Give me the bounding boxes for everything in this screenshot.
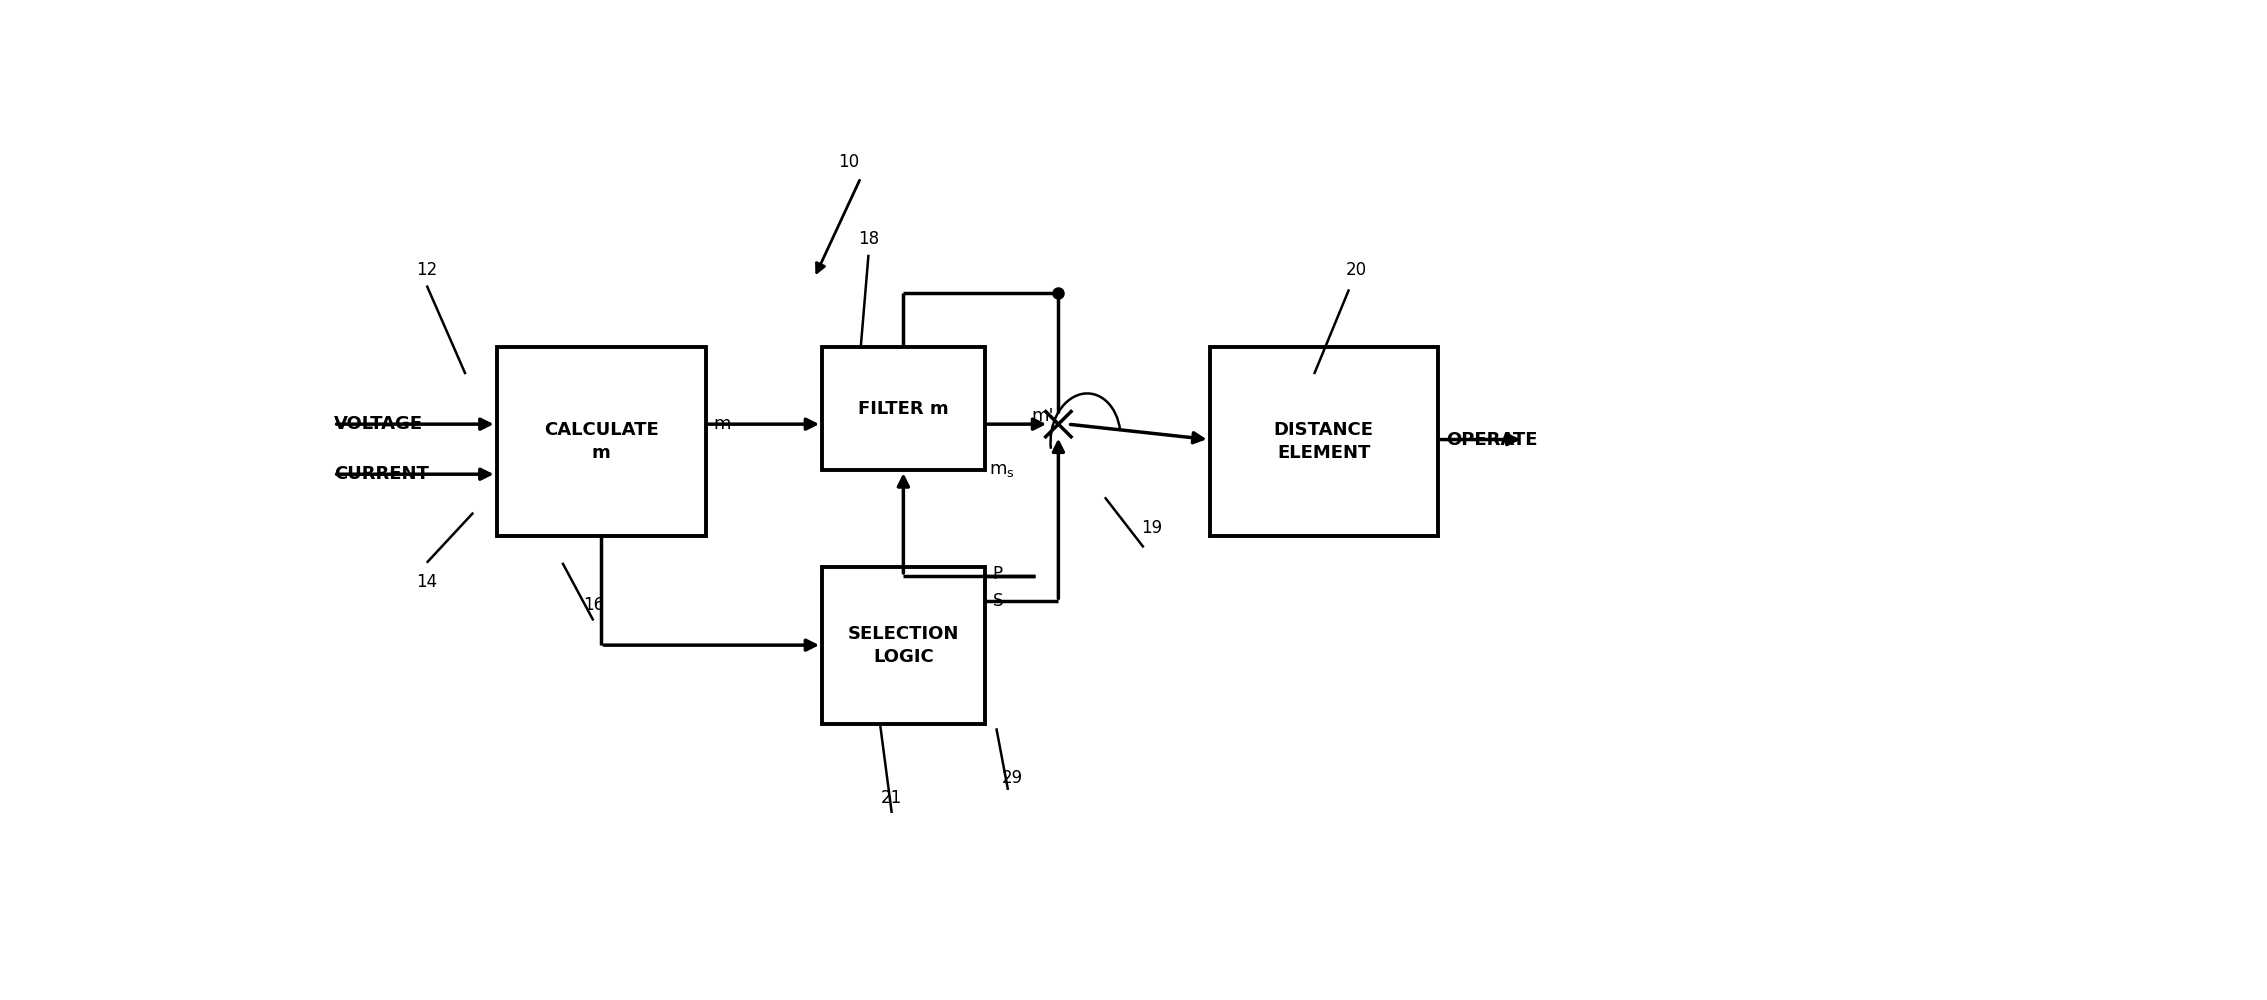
Bar [823, 347, 984, 470]
Text: 20: 20 [1347, 261, 1367, 279]
Text: 12: 12 [417, 261, 438, 279]
Text: 29: 29 [1002, 769, 1022, 787]
Text: m$_\mathregular{s}$: m$_\mathregular{s}$ [988, 461, 1013, 479]
Text: P: P [993, 565, 1002, 583]
Text: DISTANCE
ELEMENT: DISTANCE ELEMENT [1274, 421, 1374, 462]
Text: 21: 21 [882, 789, 902, 807]
Text: 10: 10 [839, 153, 859, 171]
Text: VOLTAGE: VOLTAGE [333, 415, 424, 433]
Bar [823, 567, 984, 724]
Text: SELECTION
LOGIC: SELECTION LOGIC [848, 625, 959, 666]
Text: FILTER m: FILTER m [859, 400, 948, 418]
Text: 16: 16 [583, 596, 603, 614]
Text: m': m' [1031, 407, 1054, 425]
Text: CALCULATE
m: CALCULATE m [544, 421, 657, 462]
Text: 19: 19 [1140, 519, 1163, 537]
Text: CURRENT: CURRENT [333, 465, 428, 483]
Bar [496, 347, 705, 536]
Text: 14: 14 [417, 573, 438, 591]
Text: OPERATE: OPERATE [1446, 431, 1537, 449]
Text: m: m [714, 415, 730, 433]
Text: S: S [993, 592, 1002, 610]
Bar [1211, 347, 1437, 536]
Text: 18: 18 [857, 230, 880, 248]
